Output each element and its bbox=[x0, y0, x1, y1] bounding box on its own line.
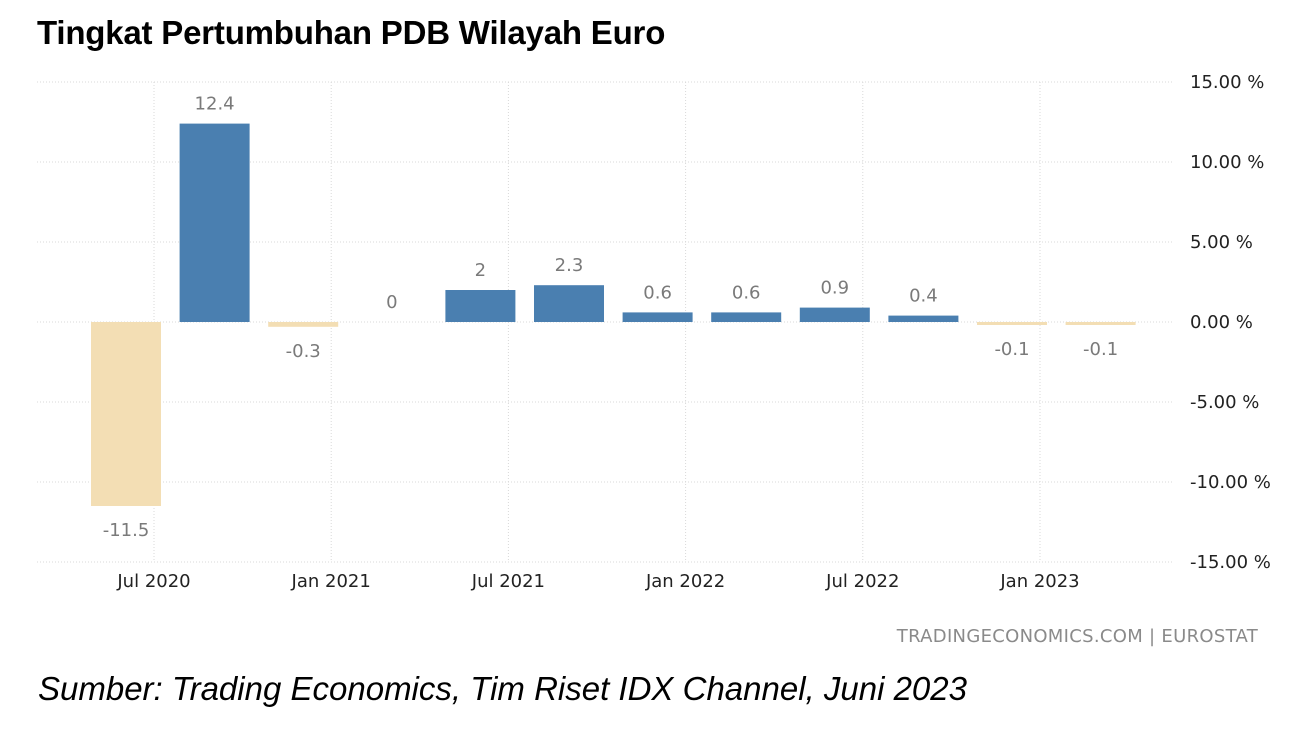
data-label: -0.1 bbox=[1083, 339, 1118, 360]
bars bbox=[91, 123, 1136, 506]
data-labels: -11.5 12.4 -0.3 0 2 2.3 0.6 0.6 0.9 0.4 -0.1 -0.1 bbox=[103, 94, 1118, 541]
data-label: -11.5 bbox=[103, 520, 150, 541]
bar-chart: -11.5 12.4 -0.3 0 2 2.3 0.6 0.6 0.9 0.4 -0.1 -0.1 1… bbox=[37, 72, 1271, 592]
bar-oct-2022 bbox=[888, 315, 959, 322]
bar-oct-2020 bbox=[179, 123, 250, 322]
data-label: 0.4 bbox=[909, 286, 938, 307]
y-tick-label: -5.00 % bbox=[1190, 392, 1259, 413]
x-tick-label: Jul 2022 bbox=[825, 571, 899, 592]
y-tick-label: 15.00 % bbox=[1190, 72, 1264, 93]
bar-oct-2021 bbox=[534, 285, 604, 322]
data-label: 2 bbox=[475, 260, 486, 281]
bar-jul-2022 bbox=[799, 307, 870, 322]
chart-title: Tingkat Pertumbuhan PDB Wilayah Euro bbox=[37, 14, 666, 51]
data-label: 12.4 bbox=[195, 94, 235, 115]
data-label: 0.6 bbox=[643, 282, 672, 303]
y-tick-label: -10.00 % bbox=[1190, 472, 1271, 493]
bar-apr-2023 bbox=[1065, 322, 1136, 325]
x-tick-label: Jan 2022 bbox=[645, 571, 725, 592]
bar-jan-2023 bbox=[977, 322, 1047, 325]
data-label: 0.6 bbox=[732, 282, 761, 303]
y-tick-label: 10.00 % bbox=[1190, 152, 1264, 173]
bar-jul-2020 bbox=[91, 322, 161, 506]
y-tick-label: 5.00 % bbox=[1190, 232, 1253, 253]
source-caption: Sumber: Trading Economics, Tim Riset IDX… bbox=[38, 670, 967, 707]
x-tick-label: Jan 2021 bbox=[291, 571, 371, 592]
bar-apr-2022 bbox=[711, 312, 782, 322]
y-tick-label: 0.00 % bbox=[1190, 312, 1253, 333]
data-label: 0.9 bbox=[820, 278, 849, 299]
data-label: 0 bbox=[386, 292, 397, 313]
y-axis: 15.00 % 10.00 % 5.00 % 0.00 % -5.00 % -10.00 … bbox=[1190, 72, 1271, 573]
x-tick-label: Jan 2023 bbox=[999, 571, 1079, 592]
data-label: -0.1 bbox=[994, 339, 1029, 360]
x-tick-label: Jul 2021 bbox=[471, 571, 545, 592]
bar-jan-2021 bbox=[268, 322, 339, 327]
source-attribution: TRADINGECONOMICS.COM | EUROSTAT bbox=[896, 626, 1258, 647]
y-tick-label: -15.00 % bbox=[1190, 552, 1271, 573]
x-axis: Jul 2020 Jan 2021 Jul 2021 Jan 2022 Jul 2022… bbox=[116, 571, 1079, 592]
data-label: -0.3 bbox=[286, 341, 321, 362]
bar-jan-2022 bbox=[622, 312, 693, 322]
data-label: 2.3 bbox=[555, 255, 584, 276]
bar-jul-2021 bbox=[445, 290, 516, 322]
x-tick-label: Jul 2020 bbox=[116, 571, 190, 592]
